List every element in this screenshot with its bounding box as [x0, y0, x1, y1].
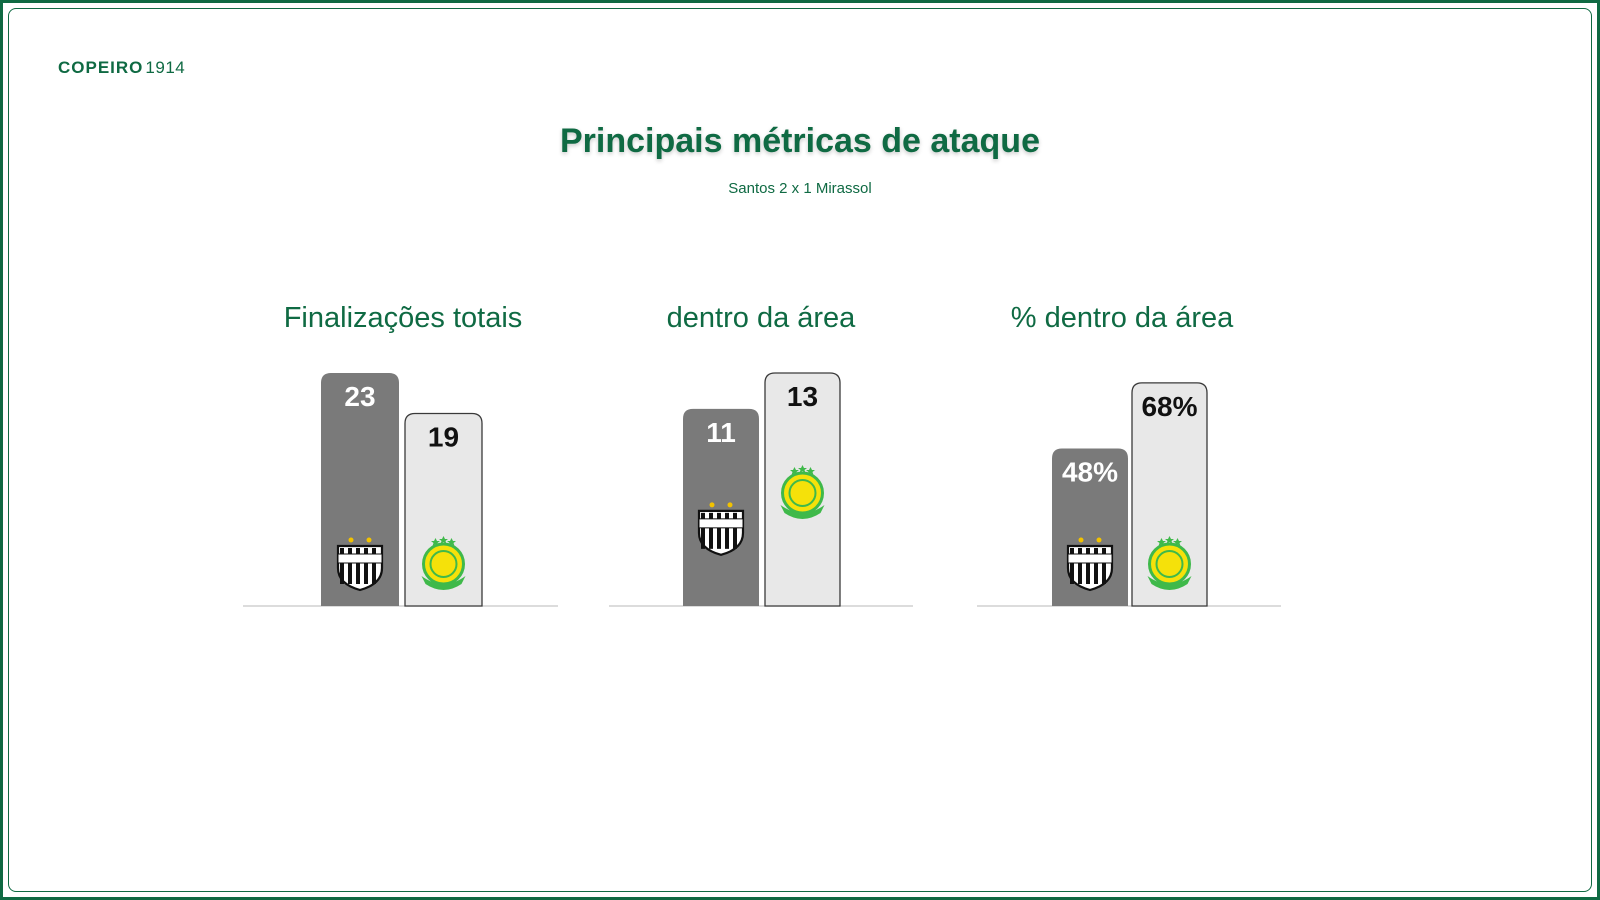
- logo-brand: COPEIRO: [58, 58, 144, 77]
- data-label-santos: 48%: [1062, 456, 1118, 487]
- bar-mirassol: [1131, 382, 1208, 607]
- chart-2: dentro da área 11 13: [609, 302, 913, 607]
- page-title: Principais métricas de ataque: [560, 122, 1040, 160]
- santos-crest-icon: [336, 537, 384, 592]
- logo-year: 1914: [145, 58, 186, 77]
- copeiro-logo: COPEIRO 1914: [58, 58, 185, 78]
- chart-1: Finalizações totais 23 19: [243, 302, 558, 607]
- chart-3: % dentro da área 48% 68%: [977, 302, 1281, 607]
- data-label-mirassol: 68%: [1141, 391, 1197, 422]
- chart-title: dentro da área: [667, 302, 857, 334]
- data-label-mirassol: 19: [428, 422, 459, 453]
- mirassol-crest-icon: [421, 536, 466, 590]
- chart-title: % dentro da área: [1011, 302, 1234, 334]
- data-label-santos: 23: [344, 381, 375, 412]
- data-label-mirassol: 13: [787, 381, 818, 412]
- mirassol-crest-icon: [1147, 536, 1192, 590]
- mirassol-crest-icon: [780, 465, 825, 519]
- santos-crest-icon: [1066, 537, 1114, 592]
- santos-crest-icon: [697, 502, 745, 556]
- chart-title: Finalizações totais: [284, 302, 523, 334]
- match-subtitle: Santos 2 x 1 Mirassol: [728, 180, 872, 197]
- data-label-santos: 11: [706, 417, 736, 448]
- bar-santos: [683, 408, 759, 606]
